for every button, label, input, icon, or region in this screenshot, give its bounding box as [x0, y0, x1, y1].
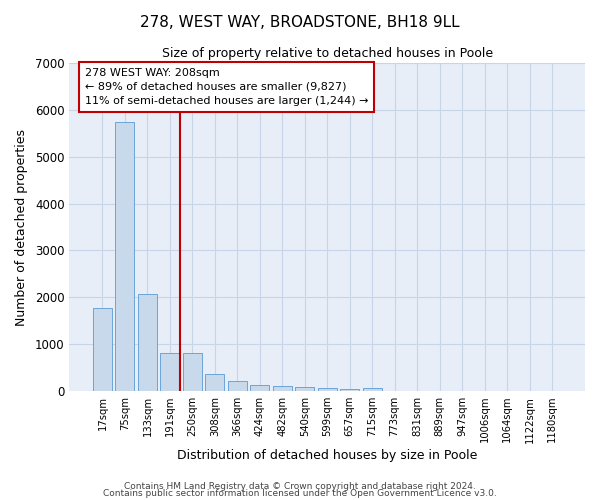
Bar	[340, 388, 359, 391]
Title: Size of property relative to detached houses in Poole: Size of property relative to detached ho…	[161, 48, 493, 60]
Bar	[160, 352, 179, 391]
Bar	[93, 308, 112, 391]
Bar	[317, 388, 337, 391]
Bar	[183, 354, 202, 391]
Bar	[295, 387, 314, 391]
Bar	[250, 386, 269, 391]
Bar	[205, 374, 224, 391]
Text: 278, WEST WAY, BROADSTONE, BH18 9LL: 278, WEST WAY, BROADSTONE, BH18 9LL	[140, 15, 460, 30]
Text: Contains public sector information licensed under the Open Government Licence v3: Contains public sector information licen…	[103, 489, 497, 498]
Text: Contains HM Land Registry data © Crown copyright and database right 2024.: Contains HM Land Registry data © Crown c…	[124, 482, 476, 491]
Text: 278 WEST WAY: 208sqm
← 89% of detached houses are smaller (9,827)
11% of semi-de: 278 WEST WAY: 208sqm ← 89% of detached h…	[85, 68, 368, 106]
Bar	[362, 388, 382, 391]
Bar	[273, 386, 292, 391]
X-axis label: Distribution of detached houses by size in Poole: Distribution of detached houses by size …	[177, 450, 478, 462]
Bar	[228, 381, 247, 391]
Y-axis label: Number of detached properties: Number of detached properties	[15, 128, 28, 326]
Bar	[115, 122, 134, 391]
Bar	[138, 294, 157, 391]
